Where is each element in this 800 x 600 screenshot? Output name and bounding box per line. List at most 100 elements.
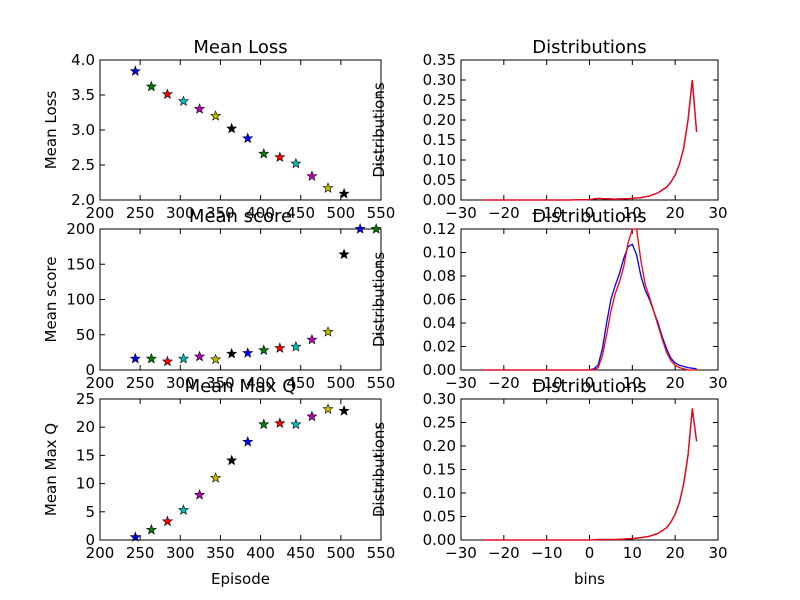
x-tick-label: −30 <box>445 204 477 222</box>
series-line-1 <box>482 408 698 541</box>
y-tick-label: 0.10 <box>423 151 456 169</box>
y-tick-label: 0 <box>85 361 95 379</box>
x-tick-label: 30 <box>708 204 727 222</box>
y-tick-label: 3.0 <box>71 121 95 139</box>
x-tick-label: 10 <box>623 204 642 222</box>
y-tick-label: 4.0 <box>71 51 95 69</box>
x-tick-label: −10 <box>531 544 563 562</box>
y-tick-label: 0.00 <box>423 191 456 209</box>
x-tick-label: −30 <box>445 544 477 562</box>
data-point-star <box>274 417 286 428</box>
x-tick-label: 300 <box>166 204 195 222</box>
data-point-star <box>177 352 190 364</box>
data-point-star <box>145 80 157 92</box>
data-point-star <box>274 151 286 163</box>
x-axis-label: Episode <box>211 570 270 588</box>
x-tick-label: −20 <box>488 374 520 392</box>
data-point-star <box>290 340 302 352</box>
x-tick-label: 500 <box>327 374 356 392</box>
series-line-2 <box>482 228 697 371</box>
x-tick-label: −20 <box>488 544 520 562</box>
x-tick-label: −30 <box>445 374 477 392</box>
plot-area <box>99 398 382 541</box>
y-tick-label: 0.20 <box>423 437 456 455</box>
y-tick-label: 0.25 <box>423 414 456 432</box>
data-point-star <box>242 132 254 144</box>
y-tick-label: 150 <box>66 255 95 273</box>
data-point-star <box>226 454 238 466</box>
data-point-star <box>193 489 206 500</box>
x-tick-label: 450 <box>286 204 315 222</box>
y-tick-label: 0.20 <box>423 111 456 129</box>
x-tick-label: 20 <box>666 374 685 392</box>
x-tick-label: 250 <box>126 544 155 562</box>
y-tick-label: 2.5 <box>71 156 95 174</box>
y-tick-label: 15 <box>76 446 95 464</box>
data-point-star <box>193 103 206 114</box>
data-point-star <box>370 223 382 234</box>
y-tick-label: 0.35 <box>423 51 456 69</box>
data-point-star <box>177 504 190 515</box>
x-tick-label: 0 <box>585 204 595 222</box>
x-tick-label: 350 <box>206 204 235 222</box>
data-point-star <box>354 223 366 234</box>
chart-title: Distributions <box>532 376 646 397</box>
y-tick-label: 200 <box>66 220 95 238</box>
y-axis-label: Mean Loss <box>42 91 60 170</box>
y-tick-label: 10 <box>76 475 95 493</box>
y-tick-label: 50 <box>76 326 95 344</box>
data-point-star <box>290 157 302 169</box>
chart-title: Mean Loss <box>193 37 287 58</box>
y-axis-label: Mean score <box>42 257 60 343</box>
x-tick-label: 300 <box>166 544 195 562</box>
x-tick-label: 30 <box>708 374 727 392</box>
y-axis-label: Mean Max Q <box>42 423 60 516</box>
data-point-star <box>210 472 222 483</box>
data-point-star <box>177 95 190 107</box>
x-tick-label: 350 <box>206 544 235 562</box>
x-axis-label: bins <box>574 570 605 588</box>
x-tick-label: 500 <box>327 204 356 222</box>
data-point-star <box>322 326 334 337</box>
x-tick-label: 350 <box>206 374 235 392</box>
x-tick-label: 30 <box>708 544 727 562</box>
data-point-star <box>258 418 270 430</box>
data-point-star <box>193 350 206 362</box>
plot-area <box>99 228 382 371</box>
x-tick-label: −10 <box>531 204 563 222</box>
data-point-star <box>338 248 350 260</box>
y-tick-label: 5 <box>85 503 95 521</box>
y-tick-label: 0.12 <box>423 220 456 238</box>
x-tick-label: 10 <box>623 374 642 392</box>
data-point-star <box>306 333 318 345</box>
y-tick-label: 0.05 <box>423 171 456 189</box>
x-tick-label: −20 <box>488 204 520 222</box>
chart-title: Distributions <box>532 206 646 227</box>
x-tick-label: 400 <box>246 204 275 222</box>
chart-panel-3: 200 250 300 350 400 450 500 550 0 50 100 150 200 Mean… <box>42 206 395 392</box>
x-tick-label: 500 <box>327 544 356 562</box>
chart-title: Mean score <box>189 206 292 227</box>
data-point-star <box>161 88 174 100</box>
data-point-star <box>226 347 238 359</box>
y-tick-label: 0.30 <box>423 390 456 408</box>
data-point-star <box>226 122 238 134</box>
x-tick-label: 20 <box>666 544 685 562</box>
y-tick-label: 0.10 <box>423 244 456 262</box>
series-line-2 <box>482 79 698 201</box>
plot-area <box>460 228 719 371</box>
x-tick-label: 550 <box>367 374 396 392</box>
data-point-star <box>274 342 286 353</box>
data-point-star <box>145 523 157 535</box>
y-tick-label: 0.10 <box>423 484 456 502</box>
y-tick-label: 0.05 <box>423 508 456 526</box>
y-tick-label: 0.15 <box>423 461 456 479</box>
x-tick-label: 200 <box>86 204 115 222</box>
chart-title: Mean Max Q <box>185 376 297 397</box>
x-tick-label: 250 <box>126 204 155 222</box>
x-tick-label: 400 <box>246 374 275 392</box>
data-point-star <box>306 410 318 422</box>
x-tick-label: 400 <box>246 544 275 562</box>
data-point-star <box>338 187 350 199</box>
x-tick-label: 550 <box>367 544 396 562</box>
